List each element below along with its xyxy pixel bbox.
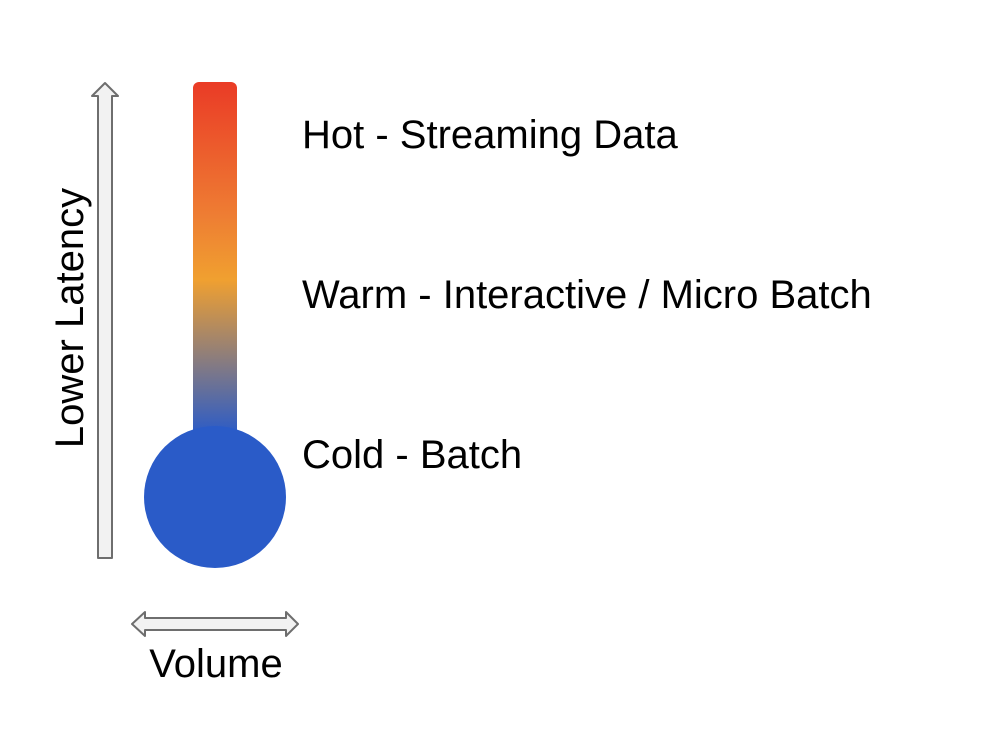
warm-level-label: Warm - Interactive / Micro Batch (302, 273, 872, 317)
volume-axis-arrow (131, 611, 299, 637)
hot-level-label: Hot - Streaming Data (302, 113, 678, 157)
latency-axis-label: Lower Latency (48, 187, 92, 449)
thermometer-tube (193, 82, 237, 462)
cold-level-label: Cold - Batch (302, 433, 523, 477)
latency-axis-arrow (91, 82, 119, 559)
volume-axis-label: Volume (149, 642, 283, 686)
thermometer-bulb (144, 426, 286, 568)
